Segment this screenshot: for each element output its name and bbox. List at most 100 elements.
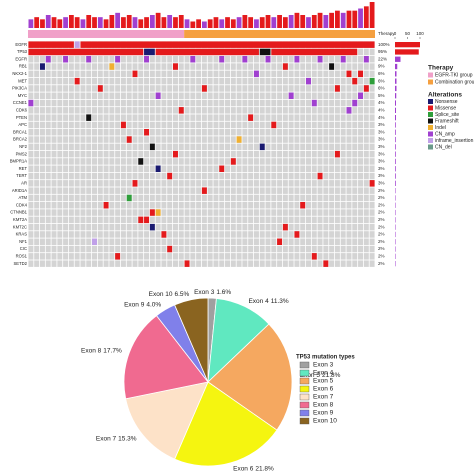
empty-cell [109,245,115,253]
empty-cell [358,143,364,151]
empty-cell [334,223,340,231]
empty-cell [311,180,317,187]
empty-cell [323,216,329,224]
alteration [248,114,254,121]
empty-cell [300,70,306,78]
empty-cell [144,180,150,187]
empty-cell [282,85,288,92]
empty-cell [306,187,311,194]
empty-cell [369,143,375,151]
empty-cell [97,92,103,99]
sample-count-bar [236,17,242,28]
empty-cell [248,121,254,129]
sample-count-bar [300,15,306,28]
empty-cell [288,187,294,194]
empty-cell [161,194,167,202]
freq-bar [395,231,396,238]
empty-cell [172,56,178,63]
empty-cell [277,194,283,202]
empty-cell [184,56,190,63]
empty-cell [288,114,294,121]
empty-cell [39,165,45,172]
empty-cell [334,216,340,224]
empty-cell [253,143,259,151]
empty-cell [86,121,92,129]
empty-cell [317,70,323,78]
empty-cell [300,114,306,121]
empty-cell [149,231,155,238]
freq-bar [395,100,396,106]
empty-cell [115,77,121,85]
empty-cell [248,223,254,231]
gene-label: MET [18,78,27,83]
empty-cell [196,158,202,165]
empty-cell [39,180,45,187]
empty-cell [184,187,190,194]
empty-cell [219,216,225,224]
empty-cell [213,92,219,99]
pie-slice [174,297,209,383]
freq-bar [395,144,396,150]
empty-cell [161,187,167,194]
empty-cell [271,260,277,267]
empty-cell [144,158,150,165]
empty-cell [80,187,86,194]
empty-cell [149,187,155,194]
empty-cell [97,114,103,121]
empty-cell [201,77,207,85]
empty-cell [300,121,306,129]
empty-cell [149,85,155,92]
empty-cell [126,231,132,238]
empty-cell [311,231,317,238]
empty-cell [306,180,311,187]
empty-cell [74,99,80,107]
empty-cell [334,260,340,267]
empty-cell [45,77,51,85]
empty-cell [346,85,352,92]
empty-cell [103,253,109,260]
empty-cell [230,85,236,92]
empty-cell [323,209,329,216]
empty-cell [236,202,242,209]
empty-cell [34,216,40,224]
empty-cell [282,129,288,136]
empty-cell [80,99,86,107]
empty-cell [184,85,190,92]
empty-cell [306,202,311,209]
alteration [334,85,340,92]
empty-cell [363,238,369,245]
empty-cell [161,216,167,224]
empty-cell [207,216,213,224]
empty-cell [253,85,259,92]
empty-cell [63,180,69,187]
empty-cell [334,129,340,136]
empty-cell [277,158,283,165]
empty-cell [253,107,259,114]
empty-cell [329,216,335,224]
legend-label: EGFR-TKI group [435,72,473,78]
empty-cell [28,92,34,99]
empty-cell [161,77,167,85]
empty-cell [317,63,323,70]
empty-cell [346,180,352,187]
empty-cell [51,92,57,99]
empty-cell [103,209,109,216]
empty-cell [225,216,231,224]
freq-label: 3% [378,173,385,178]
empty-cell [103,56,109,63]
freq-label: 6% [378,78,385,83]
empty-cell [271,231,277,238]
empty-cell [213,245,219,253]
empty-cell [63,187,69,194]
empty-cell [207,158,213,165]
freq-bar [395,49,419,55]
empty-cell [306,56,311,63]
empty-cell [230,150,236,158]
empty-cell [115,99,121,107]
empty-cell [57,180,63,187]
empty-cell [132,260,138,267]
empty-cell [126,253,132,260]
empty-cell [334,99,340,107]
empty-cell [248,107,254,114]
empty-cell [190,143,196,151]
